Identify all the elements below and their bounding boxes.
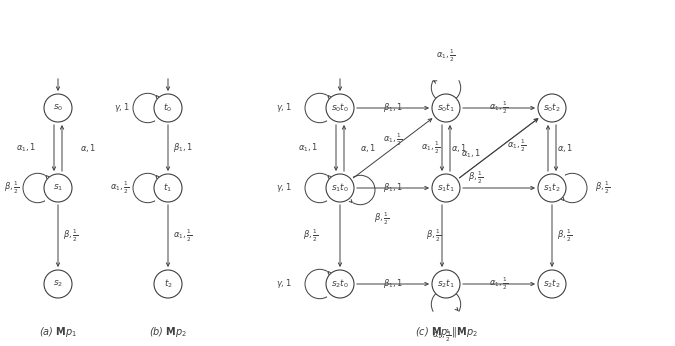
Text: $s_1t_2$: $s_1t_2$: [543, 182, 561, 194]
Text: $s_0t_2$: $s_0t_2$: [543, 102, 561, 114]
Circle shape: [538, 94, 566, 122]
Text: $s_2t_2$: $s_2t_2$: [543, 278, 561, 290]
Text: $\gamma, 1$: $\gamma, 1$: [276, 101, 292, 115]
Text: $\alpha, 1$: $\alpha, 1$: [80, 142, 97, 154]
Circle shape: [538, 270, 566, 298]
Text: $\alpha, 1$: $\alpha, 1$: [360, 142, 377, 154]
Text: $\gamma, 1$: $\gamma, 1$: [114, 101, 130, 115]
Text: $s_1t_1$: $s_1t_1$: [437, 182, 455, 194]
Text: $\alpha_1, \frac{1}{2}$: $\alpha_1, \frac{1}{2}$: [421, 140, 441, 156]
Text: $\alpha, 1$: $\alpha, 1$: [451, 142, 467, 154]
Circle shape: [538, 174, 566, 202]
Text: $\beta, \frac{1}{2}$: $\beta, \frac{1}{2}$: [374, 211, 389, 227]
Circle shape: [432, 94, 460, 122]
Text: $\gamma, 1$: $\gamma, 1$: [276, 277, 292, 291]
Circle shape: [154, 94, 182, 122]
Text: $\alpha_1, \frac{1}{2}$: $\alpha_1, \frac{1}{2}$: [110, 180, 130, 196]
Circle shape: [44, 174, 72, 202]
Text: $\beta, \frac{1}{2}$: $\beta, \frac{1}{2}$: [557, 228, 572, 244]
Text: $\alpha_1, \frac{1}{2}$: $\alpha_1, \frac{1}{2}$: [489, 100, 509, 116]
Text: $\alpha_1, \frac{1}{2}$: $\alpha_1, \frac{1}{2}$: [432, 328, 452, 344]
Text: $s_0t_0$: $s_0t_0$: [331, 102, 349, 114]
Text: $\beta_1, 1$: $\beta_1, 1$: [173, 142, 193, 155]
Text: $s_1t_0$: $s_1t_0$: [331, 182, 349, 194]
Text: (b) $\mathbf{M}p_2$: (b) $\mathbf{M}p_2$: [148, 325, 187, 339]
Text: (a) $\mathbf{M}p_1$: (a) $\mathbf{M}p_1$: [39, 325, 77, 339]
Text: $\beta, \frac{1}{2}$: $\beta, \frac{1}{2}$: [426, 228, 441, 244]
Circle shape: [154, 174, 182, 202]
Circle shape: [432, 270, 460, 298]
Text: $\beta_1, 1$: $\beta_1, 1$: [383, 182, 403, 194]
Text: $\alpha_1, \frac{1}{2}$: $\alpha_1, \frac{1}{2}$: [383, 132, 403, 148]
Circle shape: [154, 270, 182, 298]
Text: $s_0t_1$: $s_0t_1$: [437, 102, 455, 114]
Text: $s_2t_1$: $s_2t_1$: [437, 278, 455, 290]
Text: $s_2t_0$: $s_2t_0$: [331, 278, 349, 290]
Text: $\beta, \frac{1}{2}$: $\beta, \frac{1}{2}$: [468, 170, 483, 186]
Text: $\beta, \frac{1}{2}$: $\beta, \frac{1}{2}$: [595, 180, 611, 196]
Text: $\alpha_1, 1$: $\alpha_1, 1$: [298, 142, 318, 154]
Text: $\beta_1, 1$: $\beta_1, 1$: [383, 277, 403, 291]
Circle shape: [432, 174, 460, 202]
Text: $\beta_1, 1$: $\beta_1, 1$: [383, 101, 403, 115]
Text: $\alpha, 1$: $\alpha, 1$: [557, 142, 573, 154]
Circle shape: [326, 270, 354, 298]
Text: (c) $\mathbf{M}p_1 \| \mathbf{M}p_2$: (c) $\mathbf{M}p_1 \| \mathbf{M}p_2$: [414, 325, 477, 339]
Text: $t_2$: $t_2$: [163, 278, 173, 290]
Circle shape: [326, 174, 354, 202]
Text: $s_2$: $s_2$: [53, 279, 63, 289]
Text: $\beta, \frac{1}{2}$: $\beta, \frac{1}{2}$: [4, 180, 20, 196]
Text: $\alpha_1, 1$: $\alpha_1, 1$: [461, 148, 481, 160]
Text: $\alpha_1, \frac{1}{2}$: $\alpha_1, \frac{1}{2}$: [436, 48, 456, 64]
Circle shape: [44, 94, 72, 122]
Text: $\beta, \frac{1}{2}$: $\beta, \frac{1}{2}$: [63, 228, 78, 244]
Text: $t_0$: $t_0$: [163, 102, 173, 114]
Text: $s_1$: $s_1$: [53, 183, 63, 193]
Text: $\gamma, 1$: $\gamma, 1$: [276, 182, 292, 194]
Text: $t_1$: $t_1$: [163, 182, 173, 194]
Circle shape: [44, 270, 72, 298]
Text: $\alpha_1, \frac{1}{2}$: $\alpha_1, \frac{1}{2}$: [507, 138, 526, 154]
Text: $s_0$: $s_0$: [53, 103, 63, 113]
Circle shape: [326, 94, 354, 122]
Text: $\alpha_1, \frac{1}{2}$: $\alpha_1, \frac{1}{2}$: [173, 228, 192, 244]
Text: $\alpha_1, 1$: $\alpha_1, 1$: [16, 142, 36, 154]
Text: $\alpha_1, \frac{1}{2}$: $\alpha_1, \frac{1}{2}$: [489, 276, 509, 292]
Text: $\beta, \frac{1}{2}$: $\beta, \frac{1}{2}$: [302, 228, 318, 244]
